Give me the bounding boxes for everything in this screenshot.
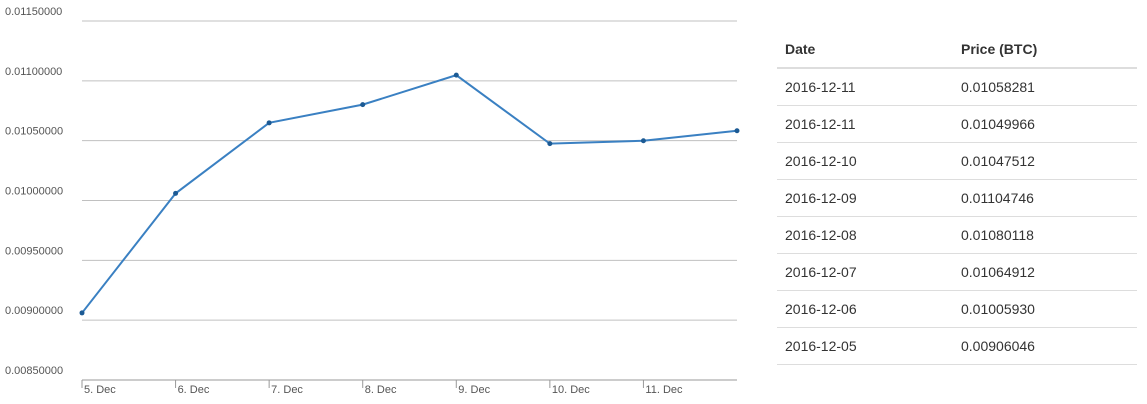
table-row: 2016-12-06 0.01005930 [777,290,1137,328]
data-point [547,141,553,147]
table-cell: 2016-12-07 [777,253,953,291]
data-point [453,72,459,78]
data-point [734,128,740,134]
x-tick-label: 8. Dec [365,384,397,396]
y-tick-label: 0.01000000 [5,186,63,198]
table-row: 2016-12-05 0.00906046 [777,327,1137,365]
data-point [640,138,646,144]
y-tick-label: 0.01150000 [5,6,62,18]
table-row: 2016-12-09 0.01104746 [777,179,1137,217]
table-cell: 0.01080118 [953,216,1137,254]
data-point [266,120,272,126]
data-point [173,190,179,196]
table-cell: 0.01104746 [953,179,1137,217]
table-row: 2016-12-08 0.01080118 [777,216,1137,254]
x-tick-label: 7. Dec [271,384,303,396]
table-cell: 0.01047512 [953,142,1137,180]
header-row: Date Price (BTC) [777,30,1137,69]
price-table: Date Price (BTC) 2016-12-11 0.01058281 2016-… [777,30,1137,365]
y-tick-label: 0.00900000 [5,305,63,317]
x-tick-label: 10. Dec [552,384,590,396]
data-point [79,310,85,316]
x-tick-label: 6. Dec [178,384,210,396]
table-cell: 2016-12-06 [777,290,953,328]
y-tick-label: 0.00950000 [5,245,63,257]
table-cell: 2016-12-08 [777,216,953,254]
chart: 0.00850000 0.00900000 0.00950000 0.01000000… [5,6,740,396]
x-tick-label: 5. Dec [84,384,116,396]
table-cell: 2016-12-11 [777,68,953,106]
y-tick-label: 0.00850000 [5,365,63,377]
table-cell: 2016-12-05 [777,327,953,365]
y-tick-label: 0.01100000 [5,66,62,78]
table-cell: 2016-12-10 [777,142,953,180]
table-cell: 0.01049966 [953,105,1137,143]
column-header: Date [777,30,953,69]
table-cell: 0.01005930 [953,290,1137,328]
table-row: 2016-12-10 0.01047512 [777,142,1137,180]
table-cell: 2016-12-11 [777,105,953,143]
table-cell: 2016-12-09 [777,179,953,217]
data-point [360,102,366,108]
table-cell: 0.01058281 [953,68,1137,106]
column-header: Price (BTC) [953,30,1137,69]
x-tick-label: 11. Dec [645,384,683,396]
table-row: 2016-12-11 0.01058281 [777,68,1137,106]
table-cell: 0.01064912 [953,253,1137,291]
table-cell: 0.00906046 [953,327,1137,365]
y-tick-label: 0.01050000 [5,126,63,138]
table-row: 2016-12-11 0.01049966 [777,105,1137,143]
table-row: 2016-12-07 0.01064912 [777,253,1137,291]
x-tick-label: 9. Dec [458,384,490,396]
price-line [81,74,738,314]
